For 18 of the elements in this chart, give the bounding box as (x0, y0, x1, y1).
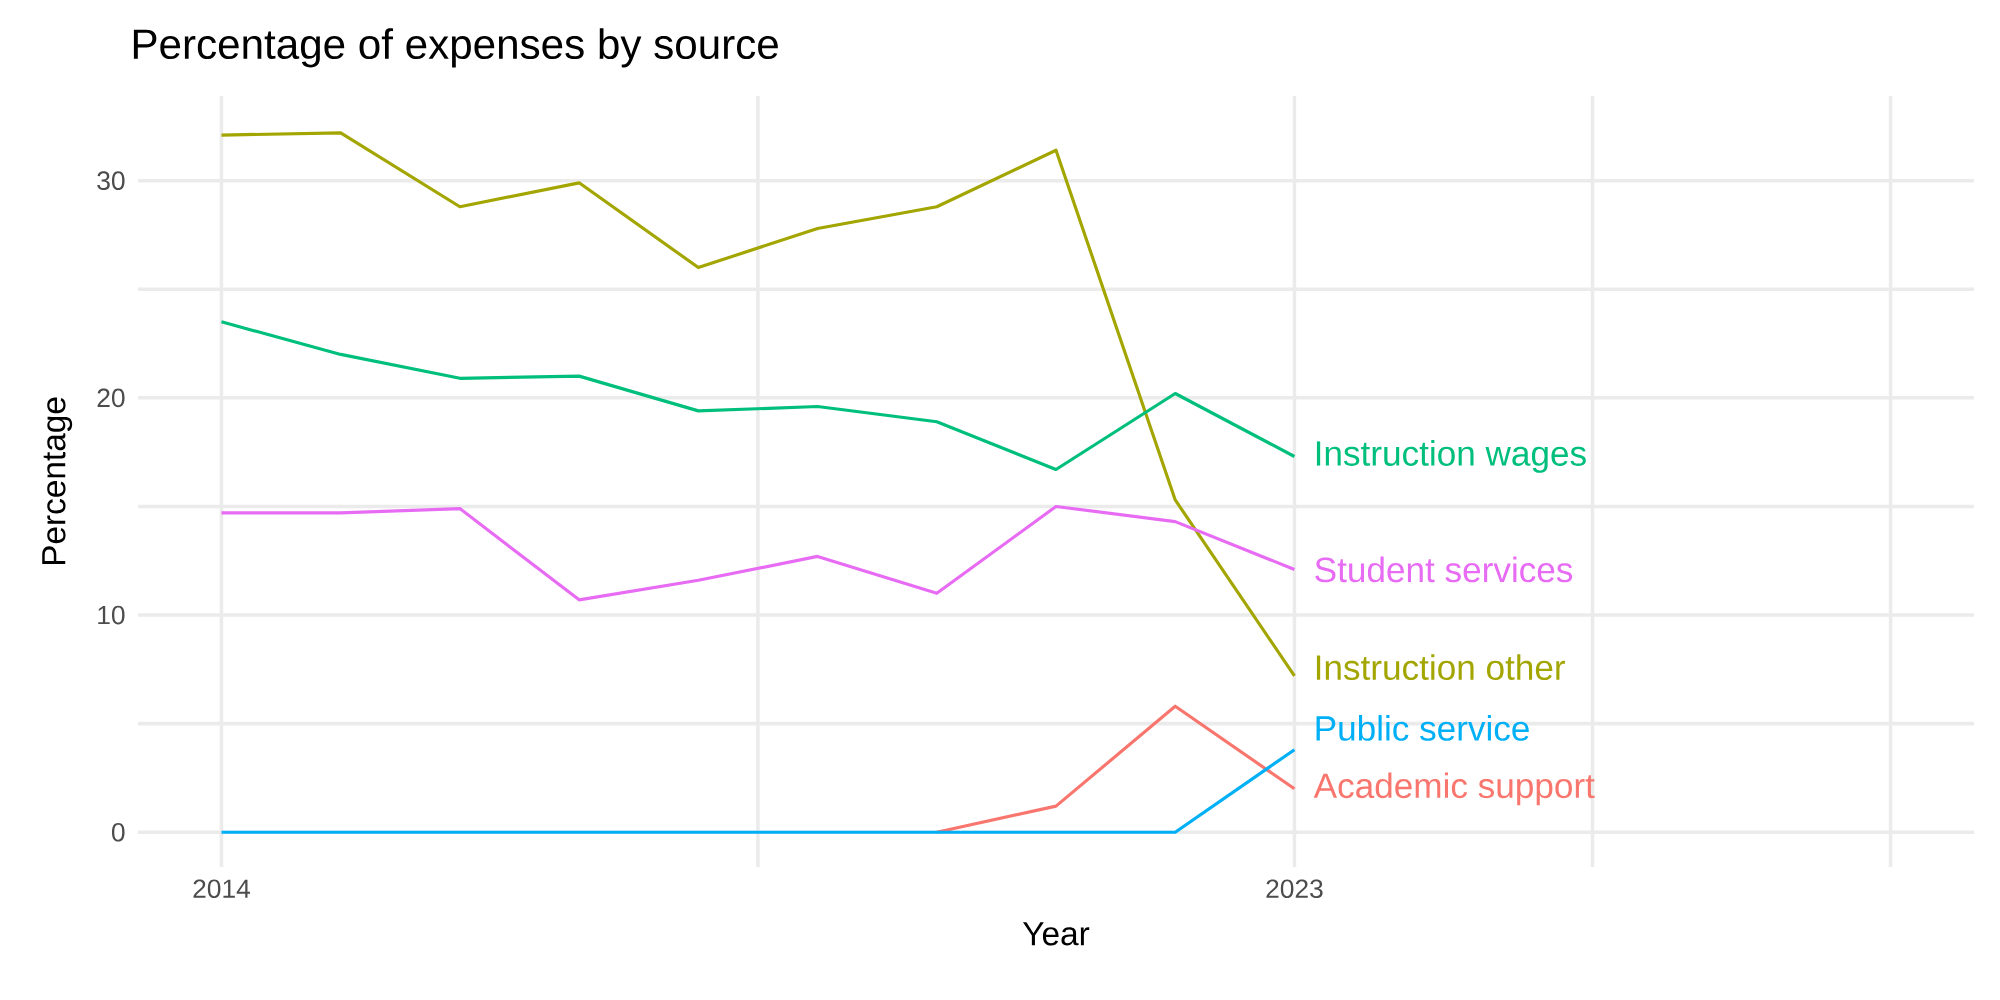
series-label: Academic support (1313, 772, 1595, 806)
x-tick-label: 2023 (1266, 879, 1323, 899)
chart-title: Percentage of expenses by source (133, 28, 778, 68)
y-tick-label: 0 (111, 822, 125, 842)
y-tick-label: 30 (97, 171, 125, 191)
y-tick-label: 10 (98, 605, 125, 625)
x-axis-title: Year (1022, 922, 1090, 946)
line-series (935, 704, 1297, 834)
series-label: Instruction wages (1316, 440, 1586, 473)
line-series (219, 504, 1297, 602)
series-label: Student services (1315, 556, 1573, 583)
line-series (219, 131, 1297, 678)
series-label: Instruction other (1316, 654, 1566, 681)
series-label: Public service (1316, 715, 1529, 741)
line-series (219, 320, 1297, 472)
y-tick-label: 20 (97, 388, 125, 408)
x-tick-label: 2014 (193, 879, 250, 899)
y-axis-title: Percentage (42, 397, 73, 565)
